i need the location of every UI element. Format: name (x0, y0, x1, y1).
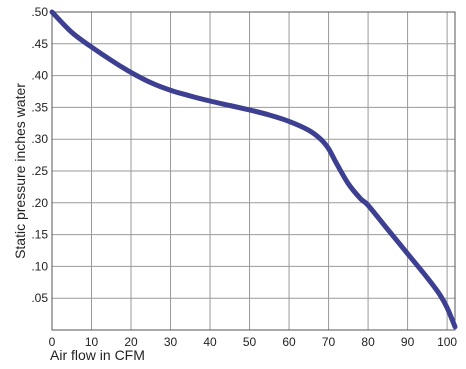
y-tick-label: .35 (31, 100, 48, 114)
x-axis-title: Air flow in CFM (50, 347, 145, 363)
y-tick-label: .30 (31, 132, 48, 146)
series-line (49, 9, 458, 330)
y-axis-ticks: .05 .10 .15 .20 .25 .30 .35 .40 .45 .50 (31, 5, 48, 305)
plot-frame (51, 11, 456, 331)
x-tick-label: 90 (401, 335, 415, 349)
x-tick-label: 100 (437, 335, 457, 349)
y-tick-label: .40 (31, 69, 48, 83)
y-tick-label: .05 (31, 291, 48, 305)
y-tick-label: .10 (31, 259, 48, 273)
y-tick-label: .45 (31, 37, 48, 51)
x-tick-label: 0 (49, 335, 56, 349)
y-tick-label: .25 (31, 164, 48, 178)
x-tick-label: 10 (85, 335, 99, 349)
x-tick-label: 20 (124, 335, 138, 349)
x-axis-ticks: 0 10 20 30 40 50 60 70 80 90 100 (49, 335, 458, 349)
x-tick-label: 40 (203, 335, 217, 349)
x-tick-label: 60 (282, 335, 296, 349)
grid (51, 11, 455, 330)
y-tick-label: .15 (31, 228, 48, 242)
y-tick-label: .50 (31, 5, 48, 19)
x-tick-label: 30 (164, 335, 178, 349)
x-tick-label: 70 (322, 335, 336, 349)
y-axis-title: Static pressure inches water (12, 83, 28, 259)
x-tick-label: 50 (243, 335, 257, 349)
x-tick-label: 80 (361, 335, 375, 349)
y-tick-label: .20 (31, 196, 48, 210)
